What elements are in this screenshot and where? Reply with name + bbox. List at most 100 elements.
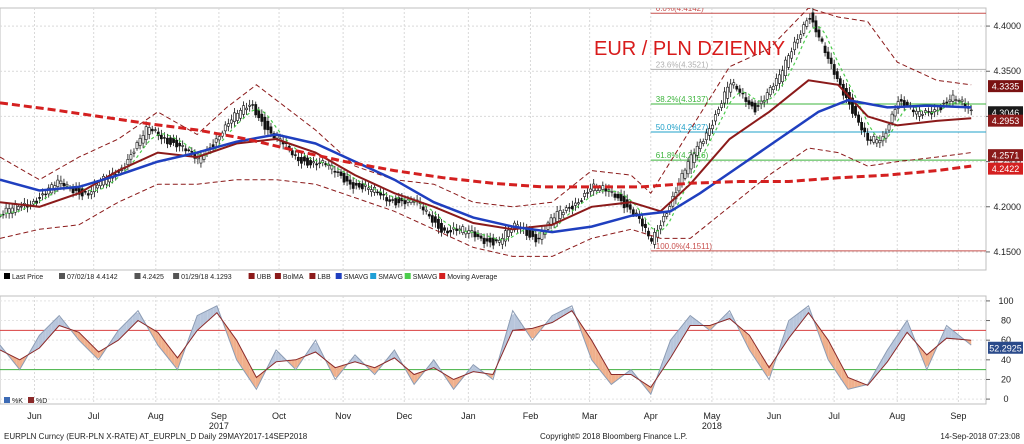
- price-bar-body: [744, 97, 748, 102]
- price-bar-body: [293, 154, 297, 156]
- price-bar-body: [96, 184, 99, 189]
- price-tick-label: 4.2500: [993, 157, 1021, 167]
- stochastic-fill: [297, 357, 302, 367]
- price-bar-body: [756, 105, 760, 107]
- price-bar-body: [960, 99, 964, 102]
- price-bar-body: [482, 237, 486, 244]
- stochastic-fill: [433, 359, 438, 370]
- legend-swatch: [335, 273, 342, 279]
- stochastic-fill: [721, 315, 726, 322]
- price-bar-body: [190, 151, 194, 153]
- stochastic-fill: [530, 327, 535, 339]
- stochastic-fill: [61, 318, 65, 328]
- fibonacci-label: 61.8%(4.2516): [656, 151, 709, 160]
- price-bar-body: [7, 208, 11, 214]
- price-bar-body: [561, 212, 565, 216]
- price-bar-body: [854, 106, 857, 116]
- osc-legend-label: %K: [12, 398, 23, 405]
- price-bar-body: [251, 104, 255, 106]
- stochastic-fill: [339, 365, 344, 374]
- stochastic-fill: [534, 326, 538, 339]
- stochastic-fill: [278, 352, 282, 362]
- stochastic-fill: [119, 325, 124, 339]
- price-bar-body: [650, 238, 653, 242]
- stochastic-fill: [592, 341, 596, 365]
- price-bar-body: [811, 12, 815, 23]
- price-bar-body: [808, 18, 812, 20]
- year-label: 2018: [702, 421, 722, 430]
- price-bar-body: [631, 209, 635, 215]
- price-bar-body: [586, 192, 589, 194]
- legend-swatch: [134, 273, 141, 279]
- price-bar-body: [357, 183, 361, 188]
- price-bar-body: [178, 142, 182, 147]
- price-bar-body: [394, 198, 398, 206]
- osc-tick-label: 80: [1001, 316, 1011, 326]
- legend-label: LBB: [317, 274, 331, 281]
- price-bar-body: [820, 38, 824, 42]
- stochastic-fill: [789, 317, 794, 337]
- price-bar-body: [662, 216, 666, 223]
- indicator-lines: [0, 8, 972, 257]
- stochastic-fill: [806, 307, 810, 316]
- stochastic-fill: [74, 330, 78, 339]
- price-bar-body: [175, 139, 178, 148]
- price-tick-label: 4.1500: [993, 247, 1021, 257]
- stochastic-fill: [825, 336, 829, 361]
- stochastic-fill: [310, 342, 315, 354]
- price-bar-body: [433, 216, 437, 223]
- price-bar-body: [342, 173, 346, 183]
- stochastic-fill: [456, 377, 460, 386]
- stochastic-fill: [51, 319, 56, 334]
- price-bar-body: [726, 86, 730, 99]
- price-bar-body: [866, 132, 870, 141]
- price-bar-body: [574, 202, 577, 206]
- stochastic-fill: [168, 346, 172, 363]
- price-bar-body: [248, 104, 252, 107]
- fibonacci-levels: 0.0%(4.4142) 23.6%(4.3521) 38.2%(4.3137) 50…: [650, 8, 986, 252]
- price-bar-body: [771, 85, 775, 90]
- price-bar-body: [242, 105, 245, 115]
- stochastic-fill: [686, 316, 690, 332]
- month-label: Mar: [582, 411, 598, 421]
- price-bar-body: [257, 109, 261, 119]
- price-bar-body: [300, 157, 303, 164]
- price-bar-body: [345, 176, 349, 182]
- stochastic-fill: [615, 374, 619, 382]
- price-bar-body: [38, 197, 41, 199]
- price-bar-body: [686, 161, 690, 175]
- price-bar-body: [32, 201, 35, 205]
- price-bar-body: [893, 109, 897, 117]
- price-bar-body: [768, 87, 772, 96]
- price-bar-body: [711, 124, 714, 130]
- price-bar-body: [360, 183, 364, 190]
- stochastic-fill: [925, 352, 930, 368]
- stochastic-fill: [922, 350, 926, 368]
- stochastic-fill: [929, 350, 933, 365]
- oscillator-legend: %K %D: [4, 397, 47, 405]
- axes: Jun Jul Aug Sep Oct Nov Dec Jan Feb Mar Apr May Jun J…: [27, 21, 1021, 430]
- price-value-label-bg: [988, 149, 1023, 162]
- price-bar-body: [835, 71, 839, 80]
- price-bar-body: [778, 74, 781, 84]
- stochastic-fill: [330, 363, 334, 376]
- stochastic-fill: [207, 309, 211, 322]
- stochastic-fill: [417, 372, 421, 381]
- price-bar-body: [479, 235, 483, 239]
- price-bar-body: [354, 182, 358, 186]
- fibonacci-label: 100.0%(4.1511): [656, 242, 713, 251]
- stochastic-fill: [955, 332, 959, 340]
- stochastic-fill: [32, 341, 36, 353]
- price-bar-body: [144, 126, 148, 140]
- price-bar-body: [698, 141, 702, 149]
- stochastic-fill: [197, 313, 201, 331]
- osc-tick-label: 0: [1003, 394, 1008, 404]
- price-bar-body: [163, 137, 166, 139]
- price-bar-body: [491, 237, 495, 246]
- month-label: Apr: [644, 411, 658, 421]
- month-label: Jul: [828, 411, 840, 421]
- osc-legend-swatch: [28, 397, 34, 403]
- price-bar-body: [382, 194, 386, 196]
- price-bar-body: [689, 154, 693, 170]
- price-bar-body: [485, 238, 489, 242]
